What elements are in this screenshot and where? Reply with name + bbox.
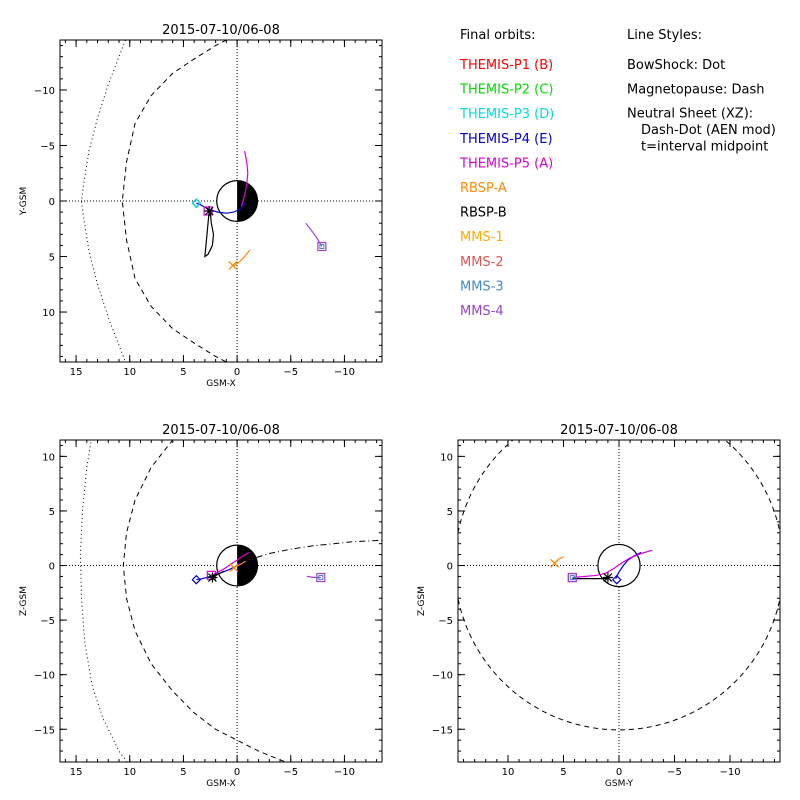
- orbit-themis-p5-a-path: [240, 150, 249, 207]
- x-tick-label: −5: [667, 767, 682, 778]
- chart-title: 2015-07-10/06-08: [560, 423, 678, 438]
- y-tick-label: 0: [49, 562, 55, 573]
- earth-night-side: [237, 180, 258, 222]
- orbit-rbsp-a-path: [233, 560, 247, 569]
- orbit-mms-4-marker: [567, 572, 577, 583]
- y-tick-label: 10: [42, 452, 55, 463]
- orbit-themis-p3-d-marker: [191, 198, 202, 209]
- line-style-note: Dash-Dot (AEN mod): [641, 123, 776, 138]
- orbit-rbsp-a-marker: [229, 563, 239, 573]
- orbit-mms-4-marker: [319, 244, 325, 250]
- magnetopause-curve: [122, 440, 288, 762]
- y-tick-label: −10: [34, 86, 55, 97]
- x-tick-label: −10: [719, 767, 740, 778]
- earth-night-side: [237, 545, 258, 586]
- orbit-themis-p4-e-marker: [191, 574, 202, 585]
- x-tick-label: 10: [123, 367, 136, 378]
- x-tick-label: 5: [180, 767, 186, 778]
- plot-area: [458, 440, 780, 762]
- legend-entry-mms-1: MMS-1: [460, 230, 504, 245]
- orbit-rbsp-b-marker: [207, 572, 218, 583]
- legend-entry-rbsp-b: RBSP-B: [460, 206, 507, 221]
- legend-styles-heading: Line Styles:: [627, 28, 702, 43]
- x-tick-label: −5: [283, 367, 298, 378]
- x-tick-label: −10: [334, 367, 355, 378]
- x-tick-label: 0: [616, 767, 622, 778]
- legend-entry-themis-p4-e: THEMIS-P4 (E): [459, 132, 553, 147]
- legend-entry-mms-4: MMS-4: [460, 304, 504, 319]
- chart-title: 2015-07-10/06-08: [162, 23, 280, 38]
- neutral-sheet-curve: [231, 539, 382, 565]
- x-tick-label: 5: [560, 767, 566, 778]
- x-axis-label: GSM-X: [206, 379, 235, 389]
- x-tick-label: 5: [180, 367, 186, 378]
- yz-orbit-panel: 2015-07-10/06-08 GSM-Y Z-GSM 10 5 0 −5 −10 10 5 0 −…: [417, 423, 781, 789]
- y-tick-label: −10: [432, 671, 453, 682]
- orbit-themis-p5-a-path: [572, 549, 653, 579]
- orbit-mms-4-marker: [318, 575, 324, 581]
- magnetopause-curve: [121, 40, 228, 362]
- orbit-themis-p4-e-marker: [611, 574, 622, 585]
- y-tick-label: −15: [34, 725, 55, 736]
- legend-entry-themis-p5-a: THEMIS-P5 (A): [459, 156, 553, 171]
- legend-orbits-heading: Final orbits:: [460, 28, 536, 43]
- plot-area: [60, 40, 382, 362]
- x-tick-label: −5: [283, 767, 298, 778]
- line-style-note: Neutral Sheet (XZ):: [627, 107, 753, 122]
- orbit-rbsp-a-marker: [550, 558, 560, 568]
- orbit-rbsp-b-marker: [602, 572, 613, 583]
- orbit-rbsp-b-path: [204, 210, 215, 258]
- x-axis-label: GSM-Y: [605, 779, 634, 789]
- y-axis-label: Y-GSM: [19, 187, 29, 216]
- bowshock-curve: [79, 440, 128, 762]
- orbit-rbsp-b-marker: [204, 205, 215, 216]
- chart-title: 2015-07-10/06-08: [162, 423, 280, 438]
- y-tick-label: 5: [49, 253, 55, 264]
- x-tick-label: −10: [334, 767, 355, 778]
- orbit-rbsp-a-marker: [228, 260, 238, 270]
- orbit-mms-4-marker: [316, 572, 326, 583]
- x-tick-label: 0: [234, 367, 240, 378]
- orbit-rbsp-a-path: [232, 249, 251, 267]
- legend: Final orbits: Line Styles: THEMIS-P1 (B)…: [459, 28, 776, 319]
- legend-entry-themis-p2-c: THEMIS-P2 (C): [459, 83, 553, 98]
- y-tick-label: 10: [42, 308, 55, 319]
- y-tick-label: −5: [40, 616, 55, 627]
- legend-entry-themis-p1-b: THEMIS-P1 (B): [459, 58, 553, 73]
- x-tick-label: 10: [502, 767, 515, 778]
- y-tick-label: −5: [40, 141, 55, 152]
- y-tick-label: −5: [438, 616, 453, 627]
- x-tick-label: 10: [123, 767, 136, 778]
- y-tick-label: −10: [34, 671, 55, 682]
- legend-entry-mms-2: MMS-2: [460, 255, 504, 270]
- y-tick-label: −15: [432, 725, 453, 736]
- line-style-note: BowShock: Dot: [627, 58, 725, 73]
- y-tick-label: 0: [49, 197, 55, 208]
- y-tick-label: 5: [447, 507, 453, 518]
- y-tick-label: 0: [447, 562, 453, 573]
- x-axis-label: GSM-X: [206, 779, 235, 789]
- orbit-rbsp-b-path: [572, 576, 610, 580]
- orbit-themis-p4-e-path: [196, 202, 247, 214]
- orbit-mms-4-marker: [317, 241, 327, 252]
- xy-orbit-panel: 2015-07-10/06-08 GSM-X Y-GSM 15 10 5 0 −5 −10 −10…: [19, 23, 383, 389]
- plot-area: [60, 440, 382, 762]
- plot-frame: [59, 439, 383, 763]
- xz-orbit-panel: 2015-07-10/06-08 GSM-X Z-GSM 15 10 5 0 −5 −10 10 5…: [19, 423, 383, 789]
- y-axis-label: Z-GSM: [19, 586, 29, 616]
- y-tick-label: 10: [440, 452, 453, 463]
- legend-entry-mms-3: MMS-3: [460, 279, 504, 294]
- orbit-mms-4-marker: [569, 575, 575, 581]
- y-tick-label: 5: [49, 507, 55, 518]
- line-style-note: Magnetopause: Dash: [627, 83, 764, 98]
- line-style-note: t=interval midpoint: [641, 140, 768, 155]
- legend-entry-rbsp-a: RBSP-A: [460, 181, 507, 196]
- legend-entry-themis-p3-d: THEMIS-P3 (D): [459, 107, 554, 122]
- x-tick-label: 15: [70, 767, 83, 778]
- x-tick-label: 0: [234, 767, 240, 778]
- y-axis-label: Z-GSM: [417, 586, 427, 616]
- x-tick-label: 15: [70, 367, 83, 378]
